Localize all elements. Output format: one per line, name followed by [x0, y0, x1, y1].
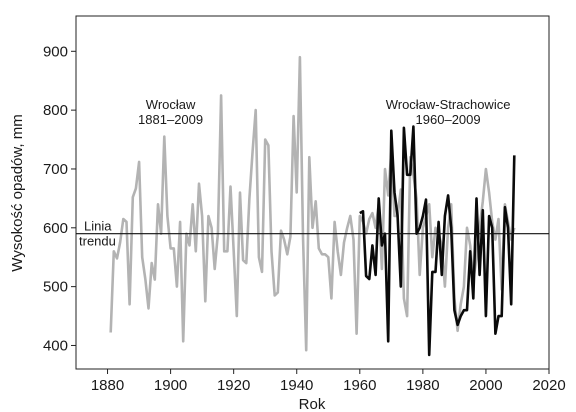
x-tick-label: 1920	[217, 377, 250, 394]
y-tick-label: 800	[43, 102, 68, 119]
y-tick-label: 400	[43, 337, 68, 354]
x-tick-label: 2020	[532, 377, 565, 394]
annotation-wroclaw-strachowice: Wrocław-Strachowice	[386, 97, 511, 112]
x-tick-label: 1960	[343, 377, 376, 394]
x-tick-label: 1980	[406, 377, 439, 394]
axis-ticks: 1880 1900 1920 1940 1960 1980 2000 2020 400 500 60…	[43, 43, 566, 394]
x-tick-label: 1940	[280, 377, 313, 394]
x-axis-label: Rok	[299, 396, 326, 412]
series-line-wroclaw-strachowice	[359, 125, 516, 357]
y-axis-label: Wysokość opadów, mm	[9, 114, 26, 271]
x-tick-label: 2000	[469, 377, 502, 394]
annotation-wroclaw-strachowice: 1960–2009	[416, 112, 481, 127]
plot-frame	[75, 15, 550, 370]
series-line-wroclaw	[109, 55, 516, 352]
y-tick-label: 700	[43, 161, 68, 178]
y-tick-label: 500	[43, 279, 68, 296]
trend-label: Linia	[84, 219, 112, 234]
annotation-wroclaw: Wrocław	[146, 97, 196, 112]
x-tick-label: 1880	[91, 377, 124, 394]
x-tick-label: 1900	[154, 377, 187, 394]
series-layer	[109, 55, 516, 357]
trend-label: trendu	[79, 234, 116, 249]
annotation-wroclaw: 1881–2009	[138, 112, 203, 127]
plot-area-border	[75, 15, 550, 370]
y-tick-label: 900	[43, 43, 68, 60]
y-tick-label: 600	[43, 220, 68, 237]
